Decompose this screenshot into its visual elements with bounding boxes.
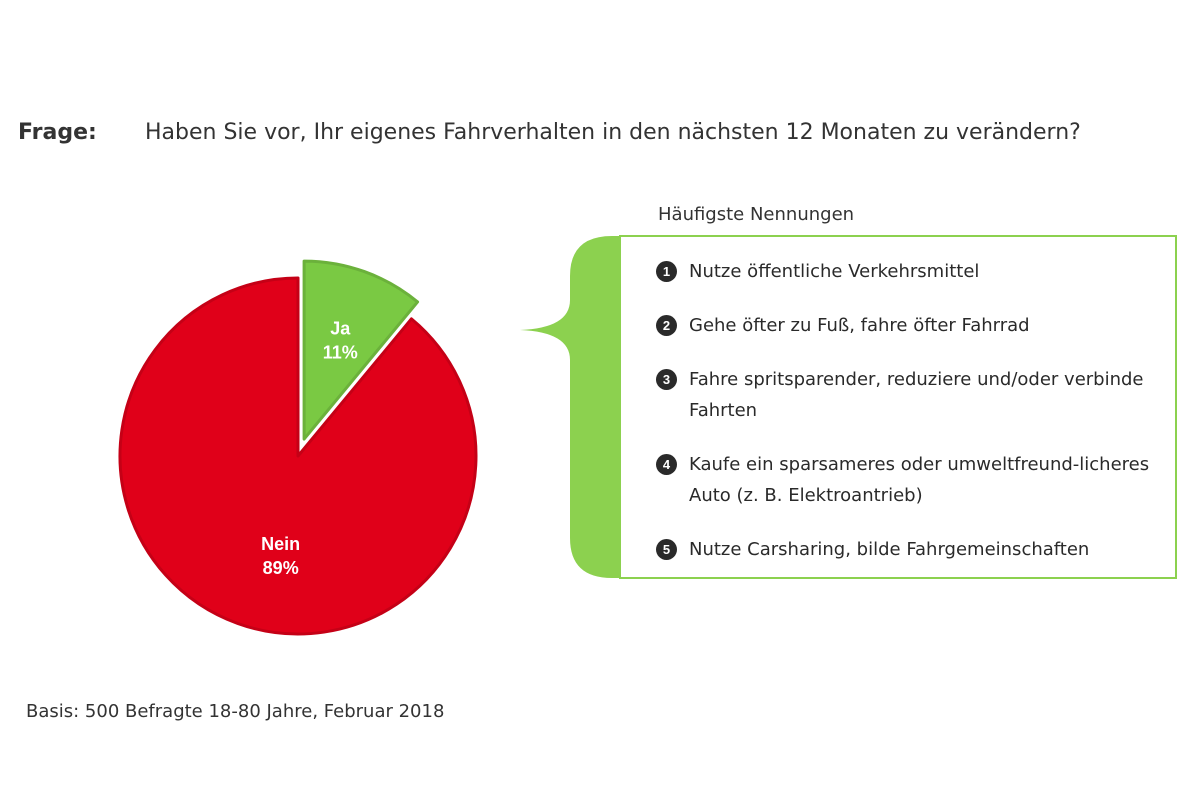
slice-value-label: 11%: [323, 343, 358, 363]
list-item-text: Gehe öfter zu Fuß, fahre öfter Fahrrad: [689, 315, 1030, 336]
number-5-icon: 5: [656, 539, 677, 560]
pie-slice-nein: [118, 276, 478, 636]
list-item-text: Nutze Carsharing, bilde Fahrgemeinschaft…: [689, 539, 1090, 560]
list-heading: Häufigste Nennungen: [658, 204, 855, 225]
pie-chart: Ja 11% Nein 89%: [118, 259, 478, 636]
slice-label: Ja: [330, 319, 351, 339]
number-1-icon: 1: [656, 261, 677, 282]
slice-value-label: 89%: [263, 558, 299, 578]
top-mentions-list: 1 Nutze öffentliche Verkehrsmittel 2 Geh…: [655, 256, 1155, 565]
pie-slice-ja: [302, 259, 420, 441]
question-label: Frage:: [18, 120, 97, 145]
list-item-text: Kaufe ein sparsameres oder umweltfreund-…: [689, 454, 1150, 506]
number-4-icon: 4: [656, 454, 677, 475]
number-2-icon: 2: [656, 315, 677, 336]
number-3-icon: 3: [656, 369, 677, 390]
callout-bracket: [520, 236, 620, 578]
list-item: 5 Nutze Carsharing, bilde Fahrgemeinscha…: [655, 534, 1155, 565]
list-item: 3 Fahre spritsparender, reduziere und/od…: [655, 364, 1155, 426]
footnote: Basis: 500 Befragte 18-80 Jahre, Februar…: [26, 701, 445, 722]
list-item: 4 Kaufe ein sparsameres oder umweltfreun…: [655, 449, 1155, 511]
callout-frame: [619, 235, 1177, 579]
question-text: Haben Sie vor, Ihr eigenes Fahrverhalten…: [145, 120, 1081, 145]
list-item-text: Nutze öffentliche Verkehrsmittel: [689, 261, 980, 282]
list-item: 1 Nutze öffentliche Verkehrsmittel: [655, 256, 1155, 287]
list-item: 2 Gehe öfter zu Fuß, fahre öfter Fahrrad: [655, 310, 1155, 341]
list-item-text: Fahre spritsparender, reduziere und/oder…: [689, 369, 1144, 421]
slice-label: Nein: [261, 534, 300, 554]
